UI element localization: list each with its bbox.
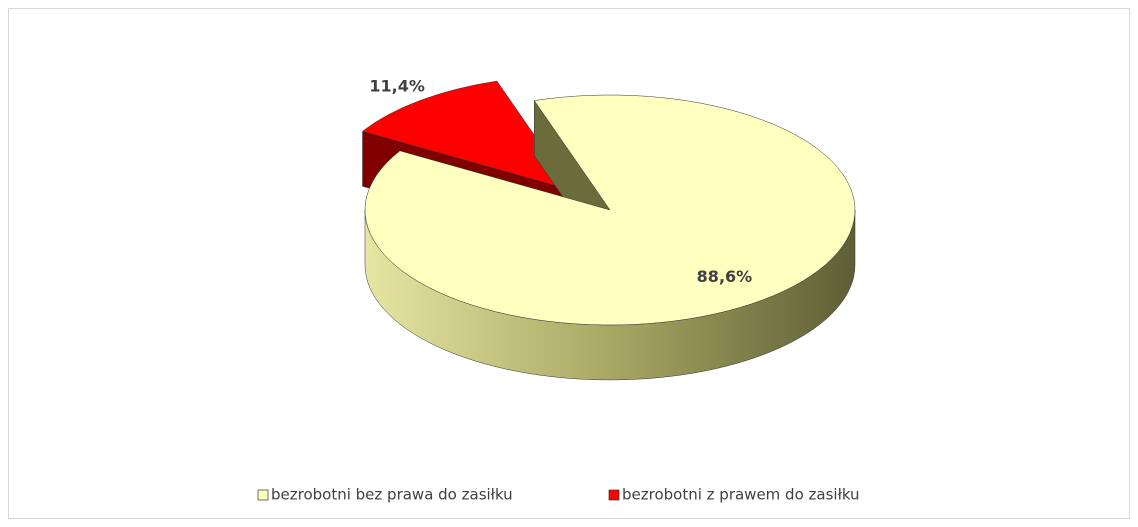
legend-label: bezrobotni bez prawa do zasiłku [271, 486, 513, 504]
slice [364, 94, 856, 326]
legend-label: bezrobotni z prawem do zasiłku [622, 486, 860, 504]
legend-swatch [608, 489, 620, 501]
legend-swatch [257, 489, 269, 501]
data-label: 88,6% [697, 267, 753, 286]
data-label: 11,4% [369, 76, 425, 95]
slice [361, 80, 574, 191]
